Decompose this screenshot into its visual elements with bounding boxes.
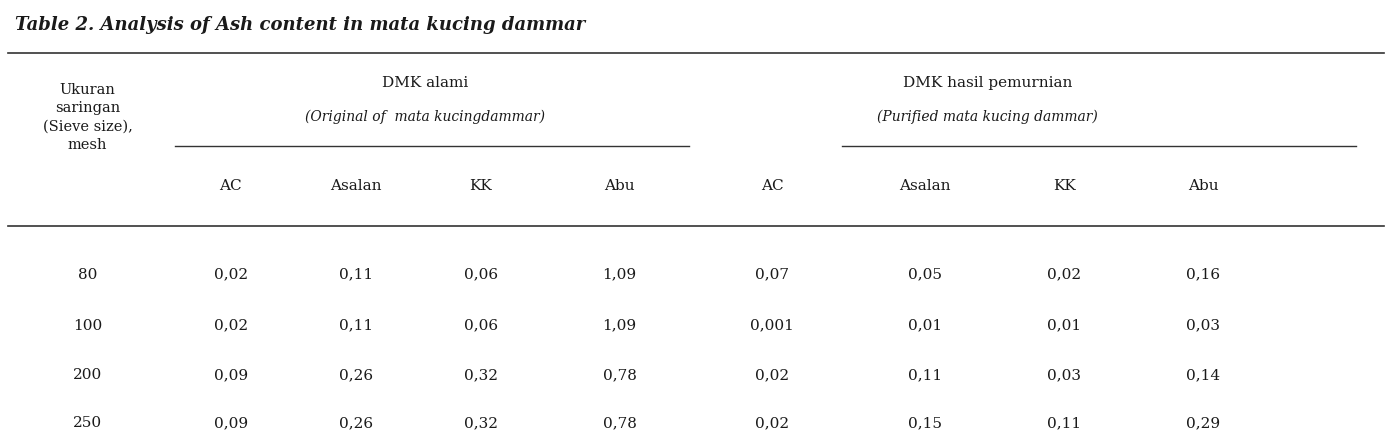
Text: 0,001: 0,001 <box>750 319 795 333</box>
Text: 0,11: 0,11 <box>338 319 373 333</box>
Text: Asalan: Asalan <box>330 179 381 193</box>
Text: 0,02: 0,02 <box>756 368 789 382</box>
Text: 0,09: 0,09 <box>213 416 248 430</box>
Text: AC: AC <box>220 179 242 193</box>
Text: 0,15: 0,15 <box>908 416 942 430</box>
Text: 0,26: 0,26 <box>338 416 373 430</box>
Text: 0,07: 0,07 <box>756 268 789 282</box>
Text: KK: KK <box>469 179 491 193</box>
Text: 0,14: 0,14 <box>1186 368 1221 382</box>
Text: 0,06: 0,06 <box>464 268 498 282</box>
Text: 80: 80 <box>78 268 97 282</box>
Text: 1,09: 1,09 <box>603 319 636 333</box>
Text: 0,05: 0,05 <box>908 268 942 282</box>
Text: AC: AC <box>761 179 784 193</box>
Text: 0,11: 0,11 <box>1047 416 1082 430</box>
Text: Abu: Abu <box>604 179 635 193</box>
Text: (Purified mata kucing dammar): (Purified mata kucing dammar) <box>877 109 1098 124</box>
Text: 200: 200 <box>72 368 102 382</box>
Text: 0,06: 0,06 <box>464 319 498 333</box>
Text: 0,03: 0,03 <box>1047 368 1082 382</box>
Text: 0,78: 0,78 <box>603 416 636 430</box>
Text: 100: 100 <box>72 319 102 333</box>
Text: 0,29: 0,29 <box>1186 416 1221 430</box>
Text: 0,02: 0,02 <box>213 319 248 333</box>
Text: (Original of  mata kucingdammar): (Original of mata kucingdammar) <box>305 109 546 124</box>
Text: 1,09: 1,09 <box>603 268 636 282</box>
Text: Asalan: Asalan <box>899 179 951 193</box>
Text: 0,01: 0,01 <box>908 319 942 333</box>
Text: 0,32: 0,32 <box>464 416 498 430</box>
Text: Ukuran
saringan
(Sieve size),
mesh: Ukuran saringan (Sieve size), mesh <box>43 83 132 152</box>
Text: KK: KK <box>1052 179 1076 193</box>
Text: 0,11: 0,11 <box>908 368 942 382</box>
Text: DMK alami: DMK alami <box>381 76 468 90</box>
Text: 0,02: 0,02 <box>1047 268 1082 282</box>
Text: 250: 250 <box>72 416 102 430</box>
Text: Abu: Abu <box>1187 179 1218 193</box>
Text: 0,09: 0,09 <box>213 368 248 382</box>
Text: 0,26: 0,26 <box>338 368 373 382</box>
Text: 0,01: 0,01 <box>1047 319 1082 333</box>
Text: Table 2. Analysis of Ash content in mata kucing dammar: Table 2. Analysis of Ash content in mata… <box>15 16 586 34</box>
Text: 0,11: 0,11 <box>338 268 373 282</box>
Text: 0,02: 0,02 <box>213 268 248 282</box>
Text: DMK hasil pemurnian: DMK hasil pemurnian <box>903 76 1072 90</box>
Text: 0,32: 0,32 <box>464 368 498 382</box>
Text: 0,02: 0,02 <box>756 416 789 430</box>
Text: 0,78: 0,78 <box>603 368 636 382</box>
Text: 0,03: 0,03 <box>1186 319 1219 333</box>
Text: 0,16: 0,16 <box>1186 268 1221 282</box>
